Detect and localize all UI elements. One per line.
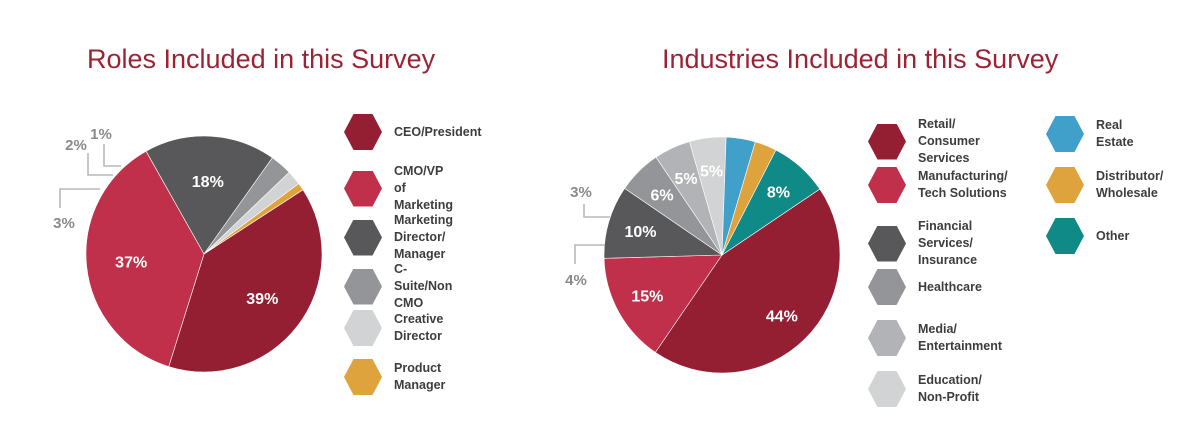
- slice-label-ceo-president: 39%: [246, 291, 278, 308]
- hexagon-swatch-icon: [868, 371, 906, 407]
- hexagon-swatch-icon: [868, 269, 906, 305]
- leader-line-creative-director: [87, 153, 113, 176]
- legend-label: CMO/VP of Marketing: [394, 164, 454, 212]
- leader-line-real-estate: [574, 244, 605, 264]
- hexagon-swatch-icon: [344, 170, 382, 207]
- legend-label: Retail/ Consumer Services: [918, 117, 980, 165]
- roles-pie: 39% 37% 18% 3% 2%1%: [53, 126, 323, 373]
- legend-label: Financial Services/ Insurance: [918, 219, 978, 267]
- legend-label: Distributor/ Wholesale: [1096, 169, 1164, 200]
- slice-label-marketing-director-manager: 18%: [192, 174, 224, 191]
- slice-marketing-director-manager: [145, 135, 273, 255]
- legend-label: C-Suite/Non CMO: [394, 262, 453, 310]
- legend-item-real-estate: Real Estate: [1046, 116, 1134, 152]
- legend-item-distributor-wholesale: Distributor/ Wholesale: [1046, 167, 1163, 203]
- slice-label-other: 8%: [767, 185, 790, 202]
- legend-item-c-suite-non-cmo: C-Suite/Non CMO: [344, 261, 452, 312]
- slice-other: [721, 149, 821, 256]
- industries-pie: 44%15%10%6%5% 5%4%3% 8%: [565, 136, 841, 374]
- slice-manufacturing-tech-solutions: [603, 254, 723, 353]
- legend-item-product-manager: Product Manager: [344, 359, 445, 395]
- legend-item-healthcare: Healthcare: [868, 269, 982, 305]
- slice-retail-consumer-services: [654, 188, 841, 374]
- legend-item-cmo-vp-of-marketing: CMO/VP of Marketing: [344, 163, 453, 214]
- slice-label-cmo-vp-of-marketing: 37%: [115, 255, 147, 272]
- legend-item-retail-consumer-services: Retail/ Consumer Services: [868, 116, 980, 167]
- slice-label-education-non-profit: 5%: [700, 164, 723, 181]
- slice-label-healthcare: 6%: [651, 188, 674, 205]
- legend-item-manufacturing-tech-solutions: Manufacturing/ Tech Solutions: [868, 167, 1008, 203]
- legend-label: Marketing Director/ Manager: [394, 213, 454, 261]
- hexagon-swatch-icon: [344, 359, 382, 395]
- hexagon-swatch-icon: [344, 114, 382, 150]
- legend-label: Manufacturing/ Tech Solutions: [918, 169, 1008, 200]
- hexagon-swatch-icon: [344, 219, 382, 256]
- slice-label-c-suite-non-cmo: 3%: [53, 215, 75, 232]
- slice-label-retail-consumer-services: 44%: [766, 308, 798, 325]
- hexagon-swatch-icon: [868, 167, 906, 203]
- legend-label: Education/ Non-Profit: [918, 373, 982, 404]
- slice-label-creative-director: 2%: [65, 137, 87, 154]
- slice-label-media-entertainment: 5%: [675, 171, 698, 188]
- roles-chart-title: Roles Included in this Survey: [87, 44, 436, 74]
- legend-label: CEO/President: [394, 124, 482, 139]
- slice-label-distributor-wholesale: 3%: [570, 184, 592, 201]
- legend-item-ceo-president: CEO/President: [344, 114, 482, 150]
- leader-line-c-suite-non-cmo: [59, 188, 100, 208]
- slice-ceo-president: [168, 189, 323, 373]
- legend-label: Product Manager: [394, 361, 446, 392]
- legend-label: Other: [1096, 228, 1130, 243]
- slice-financial-services-insurance: [603, 187, 723, 259]
- hexagon-swatch-icon: [868, 320, 906, 356]
- slice-cmo-vp-of-marketing: [85, 150, 205, 367]
- legend-label: Real Estate: [1096, 118, 1134, 149]
- legend-label: Creative Director: [394, 312, 444, 343]
- legend-item-financial-services-insurance: Financial Services/ Insurance: [868, 218, 977, 269]
- hexagon-swatch-icon: [868, 123, 906, 160]
- hexagon-swatch-icon: [1046, 167, 1084, 203]
- legend-item-marketing-director-manager: Marketing Director/ Manager: [344, 212, 453, 263]
- hexagon-swatch-icon: [344, 268, 382, 305]
- legend-item-education-non-profit: Education/ Non-Profit: [868, 371, 982, 407]
- leader-line-distributor-wholesale: [583, 204, 610, 218]
- legend-item-creative-director: Creative Director: [344, 310, 443, 346]
- slice-label-product-manager: 1%: [90, 126, 112, 143]
- hexagon-swatch-icon: [1046, 116, 1084, 152]
- slice-label-manufacturing-tech-solutions: 15%: [631, 289, 663, 306]
- slice-product-manager: [203, 183, 304, 255]
- legend-item-media-entertainment: Media/ Entertainment: [868, 320, 1002, 356]
- legend-label: Media/ Entertainment: [918, 322, 1003, 353]
- legend-item-other: Other: [1046, 218, 1129, 254]
- hexagon-swatch-icon: [868, 225, 906, 262]
- hexagon-swatch-icon: [344, 310, 382, 346]
- slice-label-real-estate: 4%: [565, 272, 587, 289]
- leader-line-product-manager: [103, 144, 121, 167]
- industries-chart-title: Industries Included in this Survey: [662, 44, 1059, 74]
- slice-label-financial-services-insurance: 10%: [624, 224, 656, 241]
- legend-label: Healthcare: [918, 279, 982, 294]
- hexagon-swatch-icon: [1046, 218, 1084, 254]
